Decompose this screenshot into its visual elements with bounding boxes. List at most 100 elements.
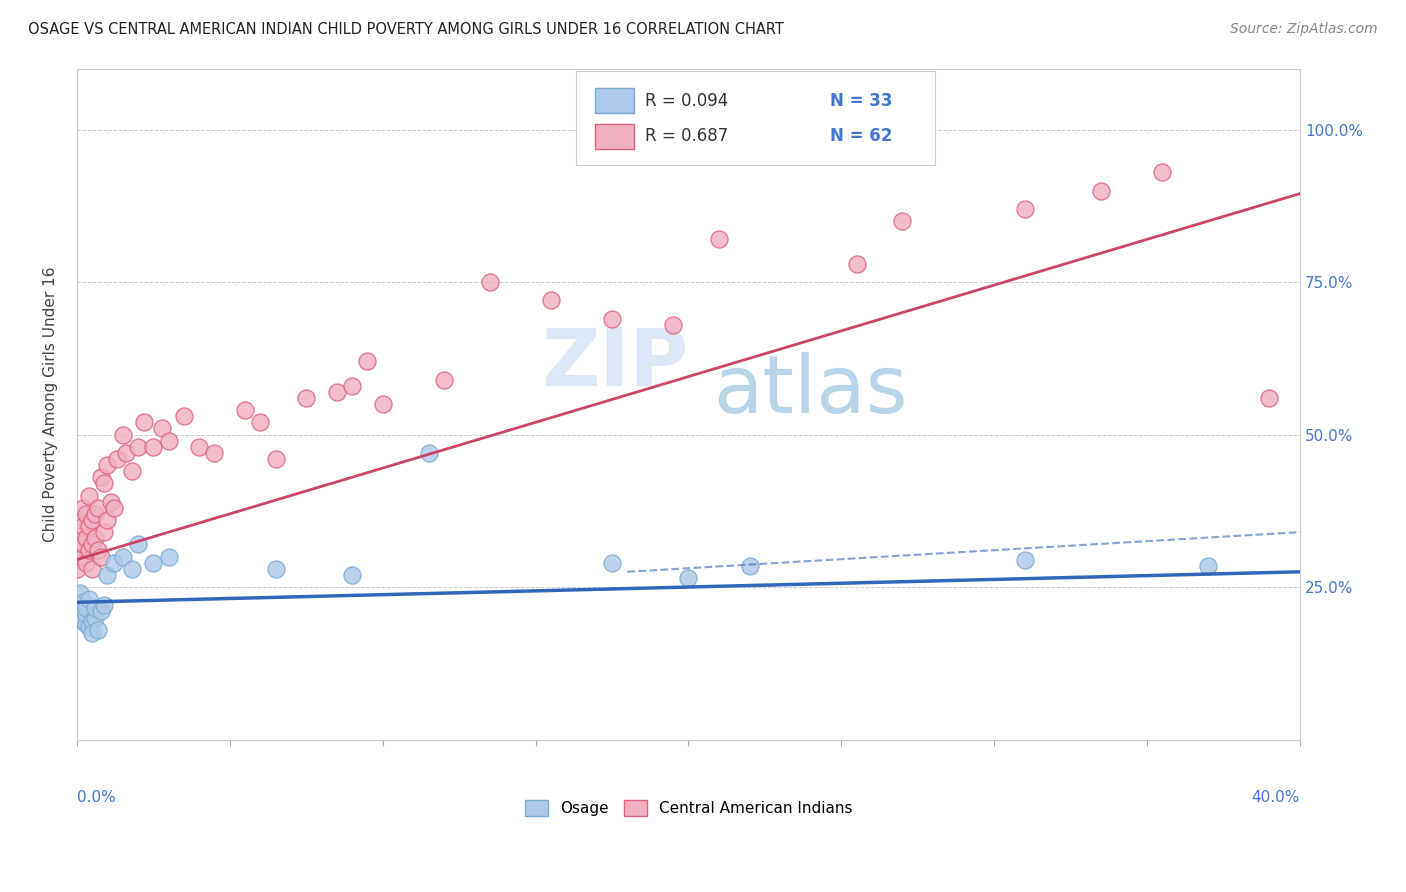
- Point: [75, 616, 97, 631]
- Point: [173, 409, 195, 424]
- Point: [891, 214, 914, 228]
- Point: [77, 543, 100, 558]
- Point: [707, 232, 730, 246]
- Text: N = 62: N = 62: [830, 128, 891, 145]
- Point: [96, 567, 118, 582]
- Point: [77, 620, 100, 634]
- Point: [127, 537, 149, 551]
- Point: [142, 556, 165, 570]
- Point: [326, 384, 349, 399]
- Point: [1090, 184, 1112, 198]
- Point: [142, 440, 165, 454]
- Point: [75, 507, 97, 521]
- Point: [84, 507, 107, 521]
- Point: [84, 531, 107, 545]
- Text: 0.0%: 0.0%: [77, 790, 115, 805]
- Point: [738, 558, 761, 573]
- Text: R = 0.687: R = 0.687: [645, 128, 728, 145]
- Point: [69, 549, 91, 564]
- Point: [121, 464, 143, 478]
- Point: [66, 599, 89, 613]
- Point: [82, 614, 104, 628]
- Text: R = 0.094: R = 0.094: [645, 92, 728, 110]
- Point: [433, 373, 456, 387]
- Text: Source: ZipAtlas.com: Source: ZipAtlas.com: [1230, 22, 1378, 37]
- Point: [84, 610, 107, 624]
- Point: [249, 415, 271, 429]
- Point: [111, 549, 134, 564]
- Point: [75, 556, 97, 570]
- Point: [66, 562, 89, 576]
- Point: [90, 470, 112, 484]
- Point: [72, 549, 94, 564]
- Point: [356, 354, 378, 368]
- Point: [295, 391, 318, 405]
- Point: [100, 494, 122, 508]
- Point: [600, 556, 623, 570]
- Point: [157, 434, 180, 448]
- Point: [72, 537, 94, 551]
- Point: [478, 275, 501, 289]
- Point: [93, 476, 115, 491]
- Point: [77, 519, 100, 533]
- Point: [103, 556, 125, 570]
- Point: [121, 562, 143, 576]
- Point: [75, 531, 97, 545]
- Point: [134, 415, 156, 429]
- Point: [82, 513, 104, 527]
- Point: [1014, 202, 1036, 216]
- Point: [72, 500, 94, 515]
- Point: [127, 440, 149, 454]
- Point: [540, 293, 562, 308]
- Text: OSAGE VS CENTRAL AMERICAN INDIAN CHILD POVERTY AMONG GIRLS UNDER 16 CORRELATION : OSAGE VS CENTRAL AMERICAN INDIAN CHILD P…: [28, 22, 785, 37]
- Text: ZIP: ZIP: [541, 325, 689, 403]
- Point: [66, 543, 89, 558]
- Point: [82, 562, 104, 576]
- Point: [188, 440, 211, 454]
- Point: [111, 427, 134, 442]
- Point: [1258, 391, 1281, 405]
- Point: [264, 562, 287, 576]
- Legend: Osage, Central American Indians: Osage, Central American Indians: [519, 794, 859, 822]
- Point: [340, 378, 363, 392]
- Point: [82, 625, 104, 640]
- Point: [93, 599, 115, 613]
- Point: [75, 601, 97, 615]
- Point: [90, 549, 112, 564]
- Point: [103, 500, 125, 515]
- Point: [87, 623, 110, 637]
- Text: atlas: atlas: [713, 351, 907, 430]
- Point: [340, 567, 363, 582]
- Point: [1197, 558, 1219, 573]
- Point: [157, 549, 180, 564]
- Point: [105, 452, 128, 467]
- Point: [1152, 165, 1174, 179]
- Point: [678, 571, 700, 585]
- Text: 40.0%: 40.0%: [1251, 790, 1301, 805]
- Point: [204, 446, 226, 460]
- Text: N = 33: N = 33: [830, 92, 891, 110]
- Point: [845, 257, 868, 271]
- Point: [1014, 552, 1036, 566]
- Point: [72, 604, 94, 618]
- Point: [114, 446, 136, 460]
- Point: [87, 543, 110, 558]
- Point: [72, 595, 94, 609]
- Point: [77, 489, 100, 503]
- Point: [93, 525, 115, 540]
- Point: [418, 446, 440, 460]
- Point: [233, 403, 256, 417]
- Point: [96, 513, 118, 527]
- Point: [600, 311, 623, 326]
- Point: [264, 452, 287, 467]
- Point: [69, 586, 91, 600]
- Point: [82, 537, 104, 551]
- Point: [662, 318, 685, 332]
- Point: [69, 525, 91, 540]
- Point: [75, 607, 97, 622]
- Y-axis label: Child Poverty Among Girls Under 16: Child Poverty Among Girls Under 16: [44, 267, 58, 541]
- Point: [69, 610, 91, 624]
- Point: [96, 458, 118, 472]
- Point: [87, 500, 110, 515]
- Point: [72, 614, 94, 628]
